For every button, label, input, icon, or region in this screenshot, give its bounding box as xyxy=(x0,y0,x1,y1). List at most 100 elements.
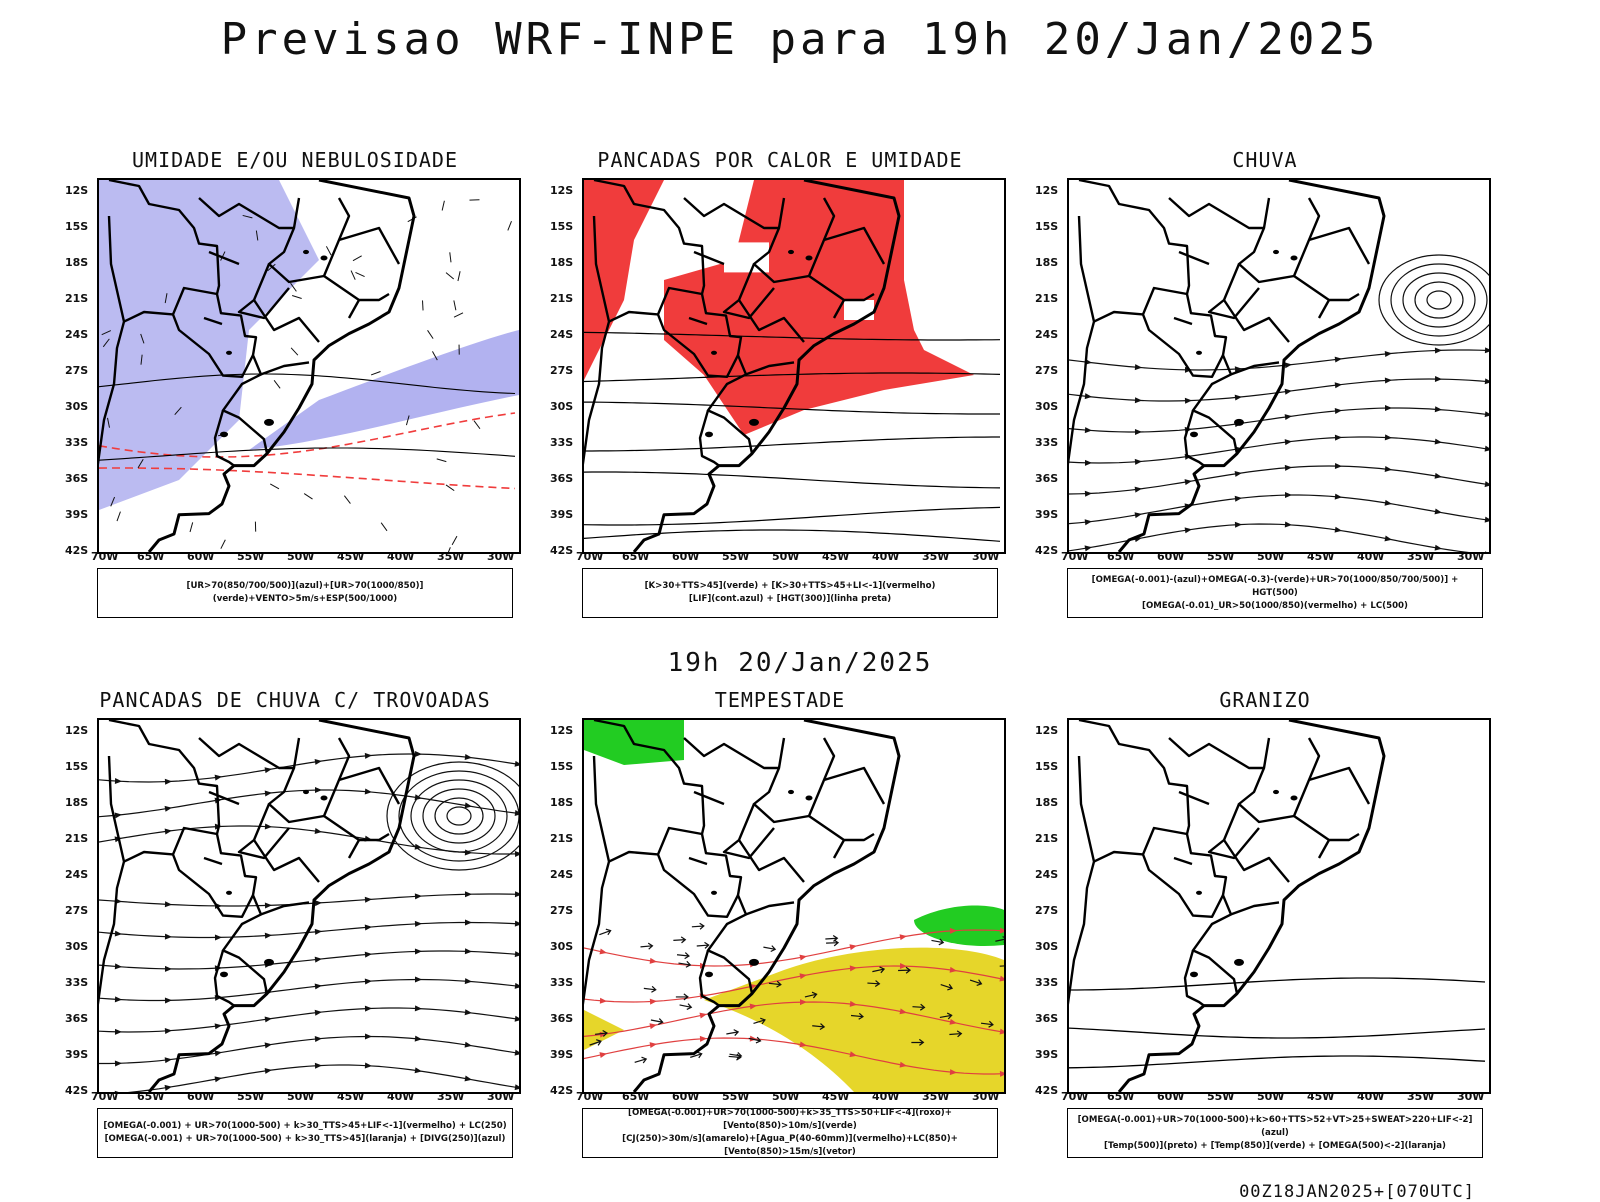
lat-tick-label: 42S xyxy=(550,1084,573,1097)
lat-tick-label: 24S xyxy=(65,868,88,881)
lat-tick-label: 42S xyxy=(65,1084,88,1097)
lat-tick-label: 36S xyxy=(550,1012,573,1025)
panel-title: TEMPESTADE xyxy=(540,688,1020,712)
lat-tick-label: 18S xyxy=(1035,796,1058,809)
lat-tick-label: 33S xyxy=(65,976,88,989)
lat-tick-label: 12S xyxy=(65,184,88,197)
lat-tick-label: 27S xyxy=(1035,364,1058,377)
lat-tick-label: 12S xyxy=(1035,724,1058,737)
forecast-fields: 9600960096009600952096009520944094409360… xyxy=(584,180,1004,541)
lat-tick-label: 21S xyxy=(1035,832,1058,845)
lat-tick-label: 30S xyxy=(550,400,573,413)
legend-line: [Temp(500)](preto) + [Temp(850)](verde) … xyxy=(1068,1140,1482,1153)
forecast-fields xyxy=(99,751,519,1092)
lat-tick-label: 39S xyxy=(550,508,573,521)
lat-tick-label: 30S xyxy=(65,940,88,953)
legend-line: [K>30+TTS>45](verde) + [K>30+TTS>45+LI<-… xyxy=(583,580,997,593)
panel-title: CHUVA xyxy=(1025,148,1505,172)
lat-tick-label: 27S xyxy=(1035,904,1058,917)
map-svg: 5040404050 xyxy=(584,720,1004,1092)
lat-tick-label: 33S xyxy=(1035,976,1058,989)
lat-tick-label: 24S xyxy=(1035,328,1058,341)
lat-tick-label: 21S xyxy=(1035,292,1058,305)
map-svg: 582582582579576576573573570573576570 xyxy=(1069,180,1489,552)
map-svg: 9600960096009600952096009520944094409360… xyxy=(584,180,1004,552)
legend-line: [OMEGA(-0.001)+UR>70(1000-500)+k>35_TTS>… xyxy=(583,1107,997,1133)
lat-tick-label: 18S xyxy=(550,256,573,269)
mid-title: 19h 20/Jan/2025 xyxy=(0,648,1600,678)
lat-tick-label: 36S xyxy=(550,472,573,485)
lat-tick-label: 21S xyxy=(550,292,573,305)
map-svg: -12-12-15-12-9 xyxy=(1069,720,1489,1092)
map-svg: 1012101210081004100810081004101210081012… xyxy=(99,180,519,552)
lat-tick-label: 21S xyxy=(65,292,88,305)
lat-tick-label: 33S xyxy=(65,436,88,449)
map-plot-area xyxy=(97,718,521,1094)
lat-tick-label: 15S xyxy=(550,760,573,773)
lat-tick-label: 36S xyxy=(65,472,88,485)
panel-legend: [UR>70(850/700/500)](azul)+[UR>70(1000/8… xyxy=(97,568,513,618)
legend-line: [OMEGA(-0.001)+UR>70(1000-500)+k>60+TTS>… xyxy=(1068,1114,1482,1140)
forecast-fields: 5040404050 xyxy=(584,720,1004,1092)
panel-title: PANCADAS POR CALOR E UMIDADE xyxy=(540,148,1020,172)
lat-tick-label: 27S xyxy=(550,904,573,917)
legend-line: [OMEGA(-0.001)-(azul)+OMEGA(-0.3)-(verde… xyxy=(1068,574,1482,600)
map-plot-area: 5040404050 xyxy=(582,718,1006,1094)
lat-tick-label: 39S xyxy=(550,1048,573,1061)
legend-line: [CJ(250)>30m/s](amarelo)+[Agua_P(40-60mm… xyxy=(583,1133,997,1159)
lat-tick-label: 33S xyxy=(550,436,573,449)
panel-legend: [OMEGA(-0.001)+UR>70(1000-500)+k>35_TTS>… xyxy=(582,1108,998,1158)
main-title: Previsao WRF-INPE para 19h 20/Jan/2025 xyxy=(0,14,1600,65)
forecast-fields: 1012101210081004100810081004101210081012… xyxy=(99,180,519,552)
lat-tick-label: 27S xyxy=(65,904,88,917)
lat-tick-label: 15S xyxy=(550,220,573,233)
lat-tick-label: 30S xyxy=(550,940,573,953)
lat-tick-label: 24S xyxy=(65,328,88,341)
lat-tick-label: 33S xyxy=(1035,436,1058,449)
lat-tick-label: 12S xyxy=(1035,184,1058,197)
map-svg xyxy=(99,720,519,1092)
lat-tick-label: 12S xyxy=(550,724,573,737)
lat-tick-label: 24S xyxy=(550,868,573,881)
lat-tick-label: 39S xyxy=(1035,508,1058,521)
lat-tick-label: 30S xyxy=(1035,400,1058,413)
lat-tick-label: 27S xyxy=(65,364,88,377)
lat-tick-label: 42S xyxy=(550,544,573,557)
lat-tick-label: 15S xyxy=(65,760,88,773)
legend-line: [LIF](cont.azul) + [HGT(300)](linha pret… xyxy=(583,593,997,606)
lat-tick-label: 36S xyxy=(1035,472,1058,485)
lat-tick-label: 15S xyxy=(1035,220,1058,233)
legend-line: [UR>70(850/700/500)](azul)+[UR>70(1000/8… xyxy=(98,580,512,606)
legend-line: [OMEGA(-0.001) + UR>70(1000-500) + k>30_… xyxy=(98,1120,512,1133)
lat-tick-label: 42S xyxy=(1035,544,1058,557)
lat-tick-label: 18S xyxy=(550,796,573,809)
lat-tick-label: 15S xyxy=(65,220,88,233)
lat-tick-label: 30S xyxy=(65,400,88,413)
run-footer: 00Z18JAN2025+[070UTC] xyxy=(1239,1182,1475,1202)
panel-legend: [OMEGA(-0.001)+UR>70(1000-500)+k>60+TTS>… xyxy=(1067,1108,1483,1158)
legend-line: [OMEGA(-0.01)_UR>50(1000/850)(vermelho) … xyxy=(1068,600,1482,613)
lat-tick-label: 39S xyxy=(65,1048,88,1061)
lat-tick-label: 18S xyxy=(65,256,88,269)
lat-tick-label: 39S xyxy=(1035,1048,1058,1061)
lat-tick-label: 42S xyxy=(1035,1084,1058,1097)
basemap-borders xyxy=(1069,720,1384,1092)
panel-title: GRANIZO xyxy=(1025,688,1505,712)
map-plot-area: 582582582579576576573573570573576570 xyxy=(1067,178,1491,554)
legend-line: [OMEGA(-0.001) + UR>70(1000-500) + k>30_… xyxy=(98,1133,512,1146)
lat-tick-label: 15S xyxy=(1035,760,1058,773)
map-plot-area: -12-12-15-12-9 xyxy=(1067,718,1491,1094)
lat-tick-label: 36S xyxy=(65,1012,88,1025)
lat-tick-label: 30S xyxy=(1035,940,1058,953)
panel-legend: [K>30+TTS>45](verde) + [K>30+TTS>45+LI<-… xyxy=(582,568,998,618)
lat-tick-label: 12S xyxy=(65,724,88,737)
panel-legend: [OMEGA(-0.001) + UR>70(1000-500) + k>30_… xyxy=(97,1108,513,1158)
forecast-fields: -12-12-15-12-9 xyxy=(1069,720,1489,1068)
lat-tick-label: 36S xyxy=(1035,1012,1058,1025)
panel-legend: [OMEGA(-0.001)-(azul)+OMEGA(-0.3)-(verde… xyxy=(1067,568,1483,618)
